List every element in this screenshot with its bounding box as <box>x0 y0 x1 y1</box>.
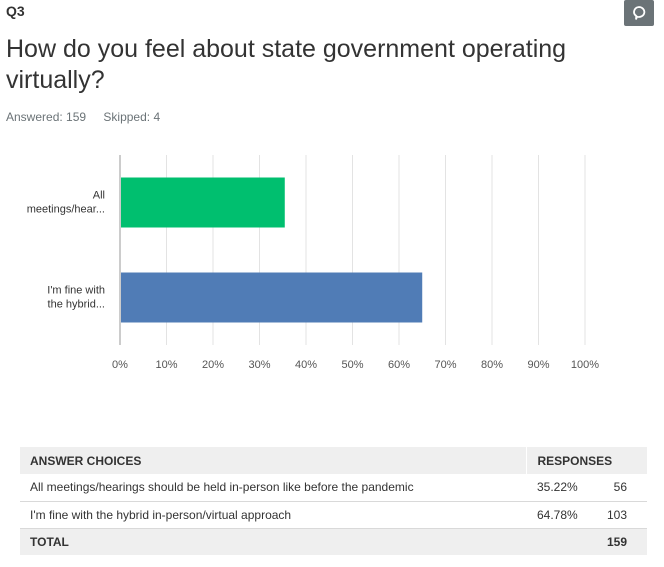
answer-label: I'm fine with the hybrid in-person/virtu… <box>20 501 527 529</box>
category-label: the hybrid... <box>48 299 105 311</box>
response-stats: Answered: 159 Skipped: 4 <box>6 110 174 124</box>
category-label: meetings/hear... <box>27 204 105 216</box>
category-label: I'm fine with <box>47 285 105 297</box>
table-row: I'm fine with the hybrid in-person/virtu… <box>20 501 647 529</box>
comment-button[interactable] <box>624 0 654 26</box>
answer-percent: 64.78% <box>526 501 597 529</box>
x-tick-label: 60% <box>388 359 410 371</box>
speech-bubble-icon <box>633 6 646 20</box>
total-row: TOTAL 159 <box>20 528 647 555</box>
bar-chart: 0% 10% 20% 30% 40% 50% 60% 70% 80% 90% 100% All meet… <box>27 155 599 371</box>
table-header: ANSWER CHOICES RESPONSES <box>20 447 647 474</box>
answer-table: ANSWER CHOICES RESPONSES All meetings/he… <box>20 447 647 555</box>
x-tick-label: 0% <box>112 359 128 371</box>
bar <box>121 272 423 323</box>
x-tick-label: 40% <box>295 359 317 371</box>
total-label: TOTAL <box>20 528 527 555</box>
x-tick-label: 100% <box>571 359 599 371</box>
x-tick-label: 80% <box>481 359 503 371</box>
question-number: Q3 <box>6 3 25 19</box>
x-tick-label: 30% <box>248 359 270 371</box>
x-tick-label: 50% <box>341 359 363 371</box>
answer-percent: 35.22% <box>526 474 597 502</box>
question-title: How do you feel about state government o… <box>6 35 567 94</box>
answer-label: All meetings/hearings should be held in-… <box>20 474 527 502</box>
skipped-count: Skipped: 4 <box>103 110 161 124</box>
category-label: All <box>93 190 105 202</box>
answer-count: 103 <box>596 501 647 529</box>
x-tick-label: 20% <box>202 359 224 371</box>
x-tick-label: 10% <box>155 359 177 371</box>
table-row: All meetings/hearings should be held in-… <box>20 474 647 502</box>
answer-count: 56 <box>596 474 647 502</box>
x-tick-label: 90% <box>527 359 549 371</box>
bar <box>121 177 285 228</box>
header-responses: RESPONSES <box>526 447 647 474</box>
x-tick-label: 70% <box>434 359 456 371</box>
answered-count: Answered: 159 <box>6 110 87 124</box>
header-answer-choices: ANSWER CHOICES <box>20 447 527 474</box>
total-count: 159 <box>596 528 647 555</box>
